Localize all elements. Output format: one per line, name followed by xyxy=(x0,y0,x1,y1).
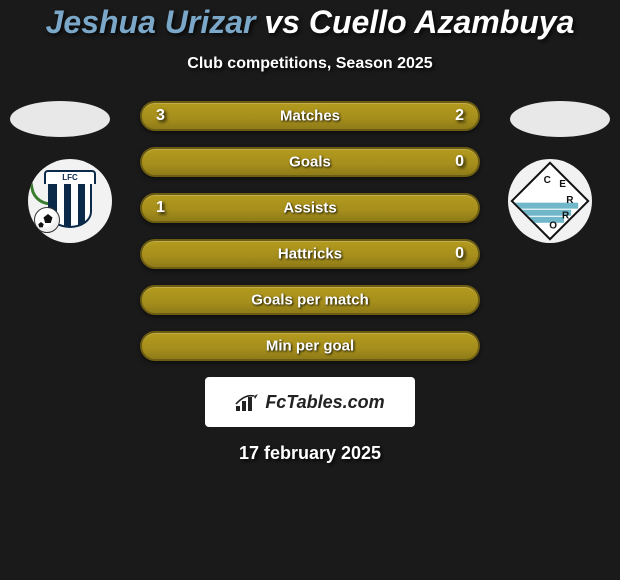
fctables-logo-icon xyxy=(235,392,259,412)
club-badge-circle: LFC xyxy=(28,159,112,243)
vs-label: vs xyxy=(264,4,300,40)
player1-club-badge: LFC xyxy=(20,159,120,243)
stat-bar-min-per-goal: Min per goal xyxy=(140,331,480,361)
player2-name: Cuello Azambuya xyxy=(309,4,575,40)
subtitle: Club competitions, Season 2025 xyxy=(0,55,620,73)
stat-bars: 3 Matches 2 Goals 0 1 Assists Hattricks … xyxy=(140,101,480,361)
stat-right-value: 2 xyxy=(455,107,464,125)
stat-label: Min per goal xyxy=(142,338,478,355)
stat-bar-assists: 1 Assists xyxy=(140,193,480,223)
page-title: Jeshua Urizar vs Cuello Azambuya xyxy=(0,0,620,41)
attribution-text: FcTables.com xyxy=(265,392,384,413)
stat-bar-goals: Goals 0 xyxy=(140,147,480,177)
stat-label: Hattricks xyxy=(142,246,478,263)
player2-club-badge: C E R R O xyxy=(500,159,600,243)
stat-label: Matches xyxy=(142,108,478,125)
stat-bar-goals-per-match: Goals per match xyxy=(140,285,480,315)
stat-label: Goals per match xyxy=(142,292,478,309)
player1-photo-placeholder xyxy=(10,101,110,137)
player1-name: Jeshua Urizar xyxy=(46,4,256,40)
stat-bar-matches: 3 Matches 2 xyxy=(140,101,480,131)
comparison-stage: LFC C E R R O 3 Matches xyxy=(0,101,620,361)
stat-right-value: 0 xyxy=(455,245,464,263)
club-badge-circle: C E R R O xyxy=(508,159,592,243)
attribution-badge: FcTables.com xyxy=(205,377,415,427)
soccer-ball-icon xyxy=(34,207,60,233)
stat-label: Assists xyxy=(142,200,478,217)
shield-code: LFC xyxy=(44,170,96,184)
diamond-shield-icon: C E R R O xyxy=(510,161,589,240)
stat-right-value: 0 xyxy=(455,153,464,171)
player2-photo-placeholder xyxy=(510,101,610,137)
stat-bar-hattricks: Hattricks 0 xyxy=(140,239,480,269)
stat-label: Goals xyxy=(142,154,478,171)
date-label: 17 february 2025 xyxy=(0,443,620,464)
